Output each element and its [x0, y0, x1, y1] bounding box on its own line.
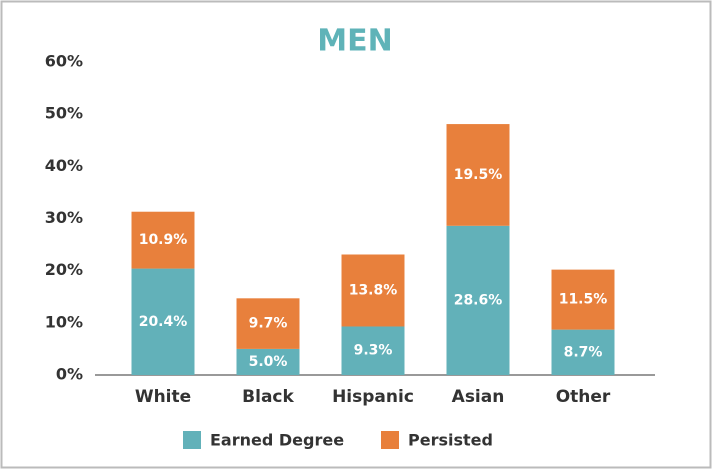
data-label: 9.7%: [249, 316, 288, 332]
bar-segment: [341, 326, 405, 375]
bar-segment: [341, 254, 405, 327]
y-tick-label: 0%: [56, 365, 83, 384]
y-tick-label: 10%: [45, 312, 83, 331]
x-tick-label: Asian: [452, 387, 505, 407]
bar-segment: [551, 329, 615, 375]
bar-segment: [236, 348, 300, 375]
legend-label: Persisted: [408, 431, 493, 450]
x-tick-label: White: [135, 387, 191, 407]
bar-segment: [446, 225, 510, 375]
bar-segment: [131, 211, 195, 269]
data-label: 5.0%: [249, 354, 288, 370]
x-tick-label: Black: [242, 387, 294, 407]
legend-swatch: [381, 431, 399, 449]
y-tick-label: 30%: [45, 208, 83, 227]
legend-label: Earned Degree: [210, 431, 344, 450]
data-label: 8.7%: [564, 344, 603, 360]
data-label: 19.5%: [454, 167, 503, 183]
x-tick-label: Other: [556, 387, 611, 407]
y-tick-label: 20%: [45, 260, 83, 279]
legend-swatch: [183, 431, 201, 449]
bar-segment: [551, 269, 615, 330]
data-label: 10.9%: [139, 232, 188, 248]
x-tick-label: Hispanic: [332, 387, 414, 407]
data-label: 13.8%: [349, 282, 398, 298]
y-tick-label: 60%: [45, 52, 83, 71]
data-label: 20.4%: [139, 314, 188, 330]
bar-segment: [446, 124, 510, 226]
data-label: 9.3%: [354, 343, 393, 359]
chart-title: MEN: [317, 24, 392, 59]
bar-segment: [131, 268, 195, 375]
data-label: 28.6%: [454, 292, 503, 308]
data-label: 11.5%: [559, 292, 608, 308]
y-tick-label: 40%: [45, 156, 83, 175]
bar-segment: [236, 298, 300, 349]
y-tick-label: 50%: [45, 104, 83, 123]
